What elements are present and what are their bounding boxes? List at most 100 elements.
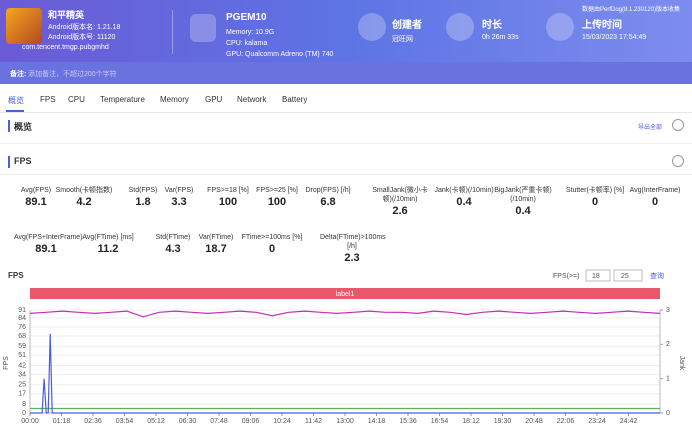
filter-input[interactable] (613, 269, 643, 282)
stat-label: Drop(FPS) [/h] (305, 187, 351, 194)
y-tick-label: 68 (18, 333, 26, 340)
x-tick-label: 11:42 (305, 418, 322, 425)
x-tick-label: 00:00 (21, 418, 39, 425)
stat-label: Avg(FTime) [ms] (82, 234, 134, 241)
tab[interactable]: Network (237, 95, 267, 104)
collapse-button[interactable] (672, 155, 684, 167)
duration-icon (446, 13, 474, 41)
y-tick-label: 8 (22, 401, 26, 408)
stat-label: Std(FPS) (128, 187, 158, 194)
stat: Jank(卡顿)(/10min) 0.4 (432, 186, 496, 208)
stat-label: BigJank(严重卡顿)(/10min) (494, 187, 552, 203)
stat: FPS>=18 [%] 100 (196, 186, 260, 208)
y-tick-label: 0 (22, 410, 26, 417)
stat: Avg(FPS) 89.1 (4, 186, 68, 208)
section-marker (8, 120, 10, 132)
stat: Var(FPS) 3.3 (147, 186, 211, 208)
stat-label: Jank(卡顿)(/10min) (434, 187, 494, 194)
x-tick-label: 06:30 (179, 418, 197, 425)
tab[interactable]: CPU (68, 95, 85, 104)
fps-chart: FPS FPS(>=) 18 25 查询 label1 FPS Jank 0 8 1… (3, 269, 685, 425)
y-tick-label: 76 (18, 324, 26, 331)
device-icon (190, 14, 216, 42)
gpu: GPU: Qualcomm Adreno (TM) 740 (226, 51, 334, 58)
app-name: 和平精英 (48, 10, 85, 20)
memory: Memory: 10.9G (226, 29, 275, 36)
stat-label: Avg(FPS) (20, 187, 52, 194)
filter-value: 18 (592, 273, 600, 280)
stat: FPS>=25 [%] 100 (245, 186, 309, 208)
stat: Std(FTime) 4.3 (141, 233, 205, 255)
stat-value: 11.2 (97, 243, 119, 255)
stat: Std(FPS) 1.8 (111, 186, 175, 208)
filter-label: FPS(>=) (553, 273, 579, 280)
stat-label: Avg(FPS+InterFrame) (14, 234, 83, 241)
y-tick-label: 17 (18, 391, 26, 398)
duration-label: 时长 (482, 20, 502, 31)
stat-value: 0.4 (456, 196, 472, 208)
y-tick-label: 59 (18, 343, 26, 350)
y-tick-label: 91 (18, 307, 26, 314)
stat-value: 89.1 (25, 196, 47, 208)
x-tick-label: 20:48 (525, 418, 543, 425)
upload-label: 上传时间 (582, 20, 622, 31)
stat: Avg(FPS+InterFrame) 89.1 (14, 233, 83, 255)
x-tick-label: 01:18 (53, 418, 71, 425)
section-marker (8, 156, 10, 168)
tab[interactable]: Memory (160, 95, 189, 104)
stat: Drop(FPS) [/h] 6.8 (296, 186, 360, 208)
stat-value: 100 (267, 196, 287, 208)
tab[interactable]: Temperature (100, 95, 145, 104)
tab[interactable]: GPU (205, 95, 223, 104)
cpu: CPU: kalama (226, 40, 268, 47)
collapse-button[interactable] (672, 119, 684, 131)
stat-value: 2.3 (344, 252, 360, 264)
stat: Smooth(卡顿指数) 4.2 (52, 186, 116, 208)
tab[interactable]: Battery (282, 95, 308, 104)
separator (0, 143, 692, 144)
x-tick-label: 15:36 (399, 418, 417, 425)
tab[interactable]: 概览 (8, 96, 24, 105)
x-tick-label: 16:54 (431, 418, 449, 425)
stat-label: FPS>=18 [%] (207, 187, 249, 194)
stat-label: FTime>=100ms [%] (241, 234, 303, 241)
y2-tick-label: 1 (666, 376, 670, 383)
tab-indicator (6, 110, 24, 112)
query-button[interactable]: 查询 (650, 271, 664, 280)
stat-label: Var(FTime) (198, 234, 234, 241)
tab[interactable]: FPS (40, 95, 56, 104)
stat-value: 0 (268, 243, 276, 255)
x-tick-label: 24:42 (620, 418, 638, 425)
x-tick-label: 02:36 (84, 418, 102, 425)
package: com.tencent.tmgp.pubgmhd (22, 44, 109, 51)
fps-title: FPS (14, 156, 32, 166)
creator-icon (358, 13, 386, 41)
stat-label: Var(FPS) (164, 187, 194, 194)
stat-label: Smooth(卡顿指数) (55, 187, 113, 194)
y-tick-label: 42 (18, 362, 26, 369)
x-tick-label: 14:18 (368, 418, 386, 425)
stat: Avg(FTime) [ms] 11.2 (76, 233, 140, 255)
stat-value: 0.4 (515, 205, 531, 217)
stat-value: 3.3 (171, 196, 187, 208)
x-tick-label: 10:24 (273, 418, 291, 425)
filter-input[interactable] (585, 269, 611, 282)
stat-value: 4.2 (76, 196, 92, 208)
upload-icon (546, 13, 574, 41)
note-input[interactable]: 添加备注，不超过200个字符 (28, 71, 117, 78)
label-band (30, 288, 660, 299)
divider (172, 10, 173, 54)
filter-value: 25 (621, 273, 629, 280)
export-link[interactable]: 导出全部 (638, 125, 663, 131)
band-label: label1 (336, 291, 355, 298)
stat-value: 0 (591, 196, 599, 208)
tab-bar: 概览 FPS CPU Temperature Memory GPU Network Batte… (0, 88, 692, 113)
app-icon (6, 8, 42, 44)
version-name: Android版本名: 1.21.18 (48, 24, 121, 31)
x-tick-label: 19:30 (494, 418, 512, 425)
x-tick-label: 05:12 (147, 418, 165, 425)
y2-tick-label: 0 (666, 410, 670, 417)
duration-value: 0h 26m 33s (482, 34, 519, 41)
stat: Var(FTime) 18.7 (184, 233, 248, 255)
x-tick-label: 07:48 (210, 418, 228, 425)
